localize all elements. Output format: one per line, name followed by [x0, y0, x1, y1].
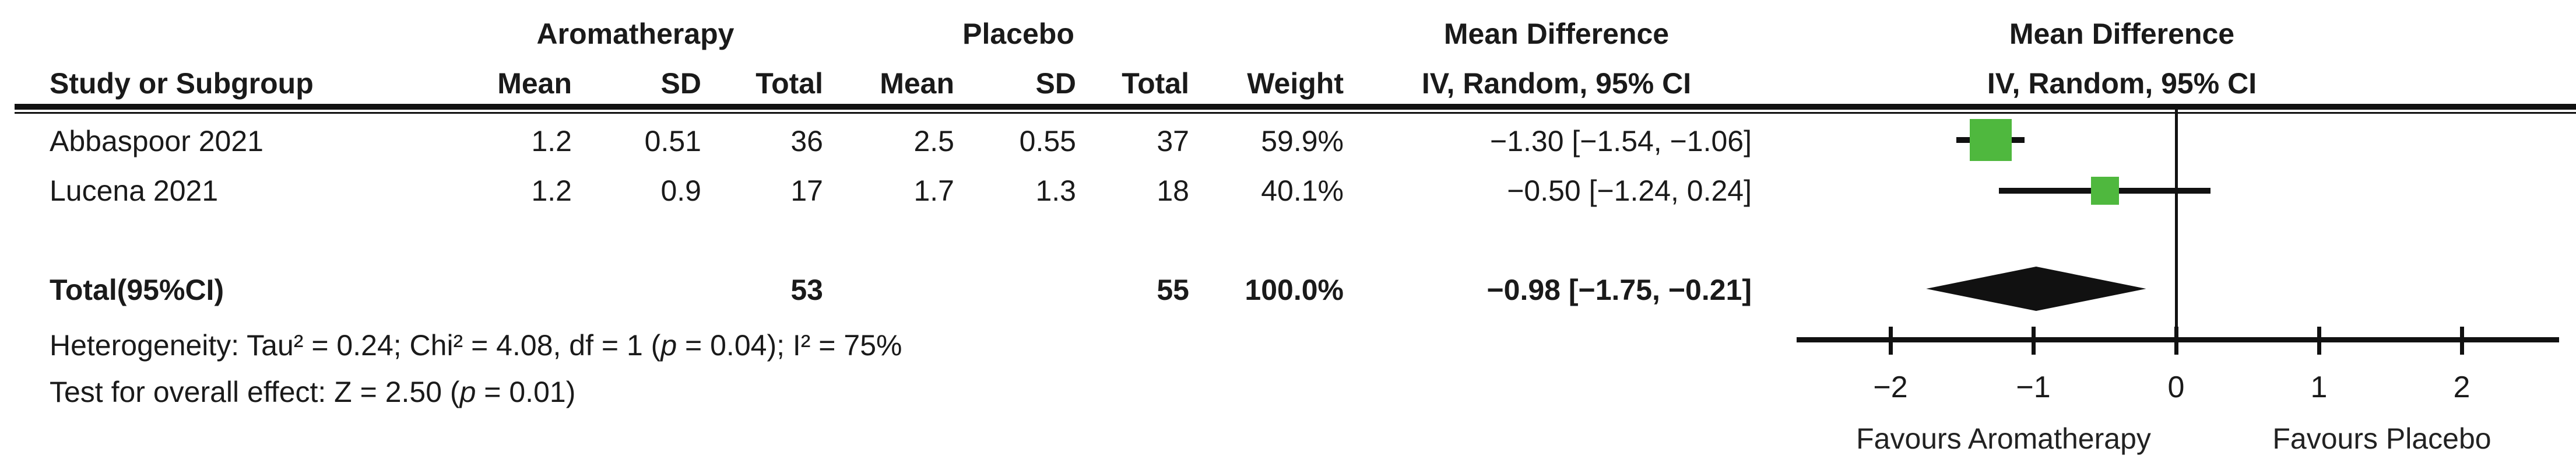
p-symbol: p: [660, 329, 677, 362]
col-header-e-total: Total: [755, 67, 823, 100]
summary-diamond: [1926, 267, 2146, 311]
header-rule-thick: [15, 104, 2576, 110]
group-header-experimental: Aromatherapy: [536, 18, 735, 50]
weight-value: 59.9%: [1261, 125, 1344, 158]
e-mean: 1.2: [531, 125, 572, 158]
effect-square: [1970, 119, 2012, 161]
zero-line: [2175, 109, 2178, 342]
col-header-e-sd: SD: [660, 67, 701, 100]
tick-label: 2: [2453, 370, 2470, 404]
heterogeneity-text: Heterogeneity: Tau² = 0.24; Chi² = 4.08,…: [50, 328, 1565, 363]
favours-right-label: Favours Placebo: [2272, 422, 2491, 455]
heterogeneity-suffix: = 0.04); I² = 75%: [677, 329, 902, 362]
total-label: Total(95%CI): [50, 274, 224, 306]
axis-tick: [2174, 327, 2178, 355]
col-header-e-mean: Mean: [497, 67, 572, 100]
md-column-subtitle: IV, Random, 95% CI: [1421, 67, 1692, 100]
e-total: 17: [790, 174, 823, 207]
plot-column-title: Mean Difference: [2009, 18, 2235, 50]
plot-column-subtitle: IV, Random, 95% CI: [1987, 67, 2257, 100]
total-md-ci: −0.98 [−1.75, −0.21]: [1486, 274, 1752, 306]
c-total: 18: [1157, 174, 1189, 207]
col-header-c-total: Total: [1122, 67, 1189, 100]
tick-label: 0: [2167, 370, 2185, 404]
col-header-c-mean: Mean: [880, 67, 954, 100]
favours-left-label: Favours Aromatherapy: [1856, 422, 2151, 455]
weight-value: 40.1%: [1261, 174, 1344, 207]
group-header-control: Placebo: [962, 18, 1074, 50]
c-sd: 1.3: [1035, 174, 1076, 207]
axis-tick: [2032, 327, 2036, 355]
overall-effect-text: Test for overall effect: Z = 2.50 (p = 0…: [50, 374, 1565, 410]
col-header-weight: Weight: [1247, 67, 1344, 100]
total-c-total: 55: [1157, 274, 1189, 306]
col-header-c-sd: SD: [1035, 67, 1076, 100]
study-name: Abbaspoor 2021: [50, 125, 263, 158]
c-mean: 2.5: [913, 125, 954, 158]
c-sd: 0.55: [1019, 125, 1076, 158]
axis-tick: [2460, 327, 2464, 355]
overall-effect-prefix: Test for overall effect: Z = 2.50 (: [50, 376, 460, 408]
md-column-title: Mean Difference: [1443, 18, 1670, 50]
e-sd: 0.9: [660, 174, 701, 207]
e-mean: 1.2: [531, 174, 572, 207]
md-ci-text: −0.50 [−1.24, 0.24]: [1507, 174, 1752, 207]
md-ci-text: −1.30 [−1.54, −1.06]: [1490, 125, 1752, 158]
axis-tick: [2317, 327, 2321, 355]
tick-label: −2: [1873, 370, 1908, 404]
c-mean: 1.7: [913, 174, 954, 207]
total-e-total: 53: [790, 274, 823, 306]
axis-tick: [1889, 327, 1893, 355]
heterogeneity-prefix: Heterogeneity: Tau² = 0.24; Chi² = 4.08,…: [50, 329, 661, 362]
e-total: 36: [790, 125, 823, 158]
col-header-study: Study or Subgroup: [50, 67, 314, 100]
tick-label: −1: [2016, 370, 2051, 404]
c-total: 37: [1157, 125, 1189, 158]
total-weight: 100.0%: [1245, 274, 1344, 306]
e-sd: 0.51: [644, 125, 701, 158]
p-symbol: p: [459, 376, 476, 408]
study-name: Lucena 2021: [50, 174, 219, 207]
header-rule-thin: [15, 112, 2576, 114]
tick-label: 1: [2310, 370, 2328, 404]
effect-square: [2091, 177, 2119, 205]
overall-effect-suffix: = 0.01): [476, 376, 576, 408]
